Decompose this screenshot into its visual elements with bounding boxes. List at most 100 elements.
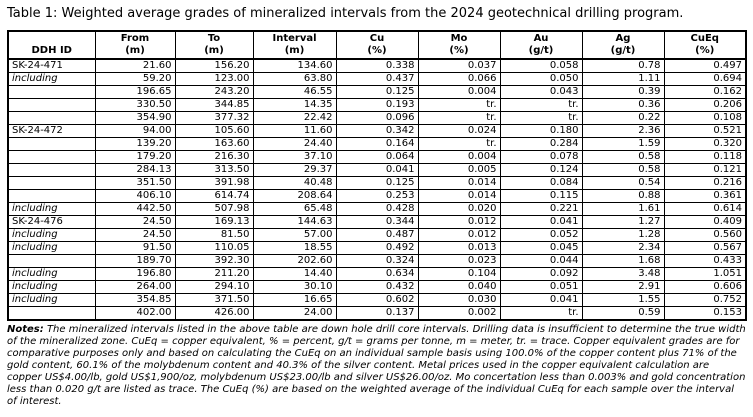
table-row: including 24.50 81.50 57.00 0.487 0.012 0.052 1…	[7, 228, 747, 242]
value-cell: 0.58	[581, 150, 665, 164]
table-row: including 354.85 371.50 16.65 0.602 0.030 0.04…	[7, 293, 747, 307]
value-cell: 169.13	[174, 215, 254, 229]
value-cell: 24.40	[252, 137, 337, 151]
notes-label: Notes:	[7, 324, 44, 335]
value-cell: 442.50	[94, 202, 176, 216]
value-cell: 0.005	[417, 163, 501, 177]
value-cell: 0.037	[417, 58, 501, 73]
value-cell: 344.85	[174, 98, 254, 112]
value-cell: 0.125	[335, 176, 419, 190]
value-cell: 0.206	[663, 98, 747, 112]
value-cell: 0.040	[417, 280, 501, 294]
value-cell: 29.37	[252, 163, 337, 177]
table-row: 196.65 243.20 46.55 0.125 0.004 0.043 0.39 0.16…	[7, 85, 747, 99]
value-cell: 1.59	[581, 137, 665, 151]
value-cell: 123.00	[174, 72, 254, 86]
document-page: Table 1: Weighted average grades of mine…	[7, 6, 747, 408]
value-cell: 0.137	[335, 306, 419, 321]
value-cell: 0.36	[581, 98, 665, 112]
ddh-id-cell: including	[7, 280, 96, 294]
value-cell: 0.153	[663, 306, 747, 321]
ddh-id-cell	[7, 111, 96, 125]
value-cell: 24.00	[252, 306, 337, 321]
value-cell: 507.98	[174, 202, 254, 216]
value-cell: 351.50	[94, 176, 176, 190]
value-cell: 0.024	[417, 124, 501, 138]
value-cell: 24.50	[94, 228, 176, 242]
value-cell: 392.30	[174, 254, 254, 268]
table-row: 354.90 377.32 22.42 0.096 tr. tr. 0.22 0.108	[7, 111, 747, 125]
value-cell: 426.00	[174, 306, 254, 321]
value-cell: 0.216	[663, 176, 747, 190]
value-cell: 0.428	[335, 202, 419, 216]
value-cell: 81.50	[174, 228, 254, 242]
value-cell: tr.	[499, 306, 583, 321]
value-cell: 354.85	[94, 293, 176, 307]
ddh-id-cell: including	[7, 228, 96, 242]
column-header: Cu (%)	[335, 30, 419, 60]
value-cell: 0.487	[335, 228, 419, 242]
table-row: 330.50 344.85 14.35 0.193 tr. tr. 0.36 0.206	[7, 98, 747, 112]
table-row: 179.20 216.30 37.10 0.064 0.004 0.078 0.58 0.11…	[7, 150, 747, 164]
value-cell: 0.521	[663, 124, 747, 138]
ddh-id-cell	[7, 189, 96, 203]
value-cell: 208.64	[252, 189, 337, 203]
value-cell: 0.284	[499, 137, 583, 151]
value-cell: 243.20	[174, 85, 254, 99]
ddh-id-cell: including	[7, 293, 96, 307]
ddh-id-cell	[7, 163, 96, 177]
value-cell: 202.60	[252, 254, 337, 268]
value-cell: 0.023	[417, 254, 501, 268]
value-cell: 371.50	[174, 293, 254, 307]
value-cell: 2.34	[581, 241, 665, 255]
ddh-id-cell: SK-24-472	[7, 124, 96, 138]
value-cell: 330.50	[94, 98, 176, 112]
table-notes: Notes: The mineralized intervals listed …	[7, 324, 746, 408]
value-cell: 0.051	[499, 280, 583, 294]
value-cell: 0.88	[581, 189, 665, 203]
value-cell: 2.91	[581, 280, 665, 294]
value-cell: 2.36	[581, 124, 665, 138]
value-cell: 0.058	[499, 58, 583, 73]
table-row: 284.13 313.50 29.37 0.041 0.005 0.124 0.58 0.12…	[7, 163, 747, 177]
ddh-id-cell: SK-24-471	[7, 58, 96, 73]
value-cell: 105.60	[174, 124, 254, 138]
value-cell: 377.32	[174, 111, 254, 125]
value-cell: 22.42	[252, 111, 337, 125]
value-cell: 0.433	[663, 254, 747, 268]
value-cell: 0.39	[581, 85, 665, 99]
value-cell: 163.60	[174, 137, 254, 151]
value-cell: 0.22	[581, 111, 665, 125]
value-cell: 0.013	[417, 241, 501, 255]
value-cell: 0.221	[499, 202, 583, 216]
value-cell: 0.180	[499, 124, 583, 138]
value-cell: tr.	[499, 111, 583, 125]
value-cell: 46.55	[252, 85, 337, 99]
value-cell: 196.65	[94, 85, 176, 99]
ddh-id-cell	[7, 176, 96, 190]
value-cell: 0.050	[499, 72, 583, 86]
value-cell: 189.70	[94, 254, 176, 268]
column-header: DDH ID	[7, 30, 96, 60]
value-cell: 0.338	[335, 58, 419, 73]
table-row: 406.10 614.74 208.64 0.253 0.014 0.115 0.88 0.3…	[7, 189, 747, 203]
value-cell: 406.10	[94, 189, 176, 203]
column-header: Au (g/t)	[499, 30, 583, 60]
value-cell: 0.58	[581, 163, 665, 177]
value-cell: 18.55	[252, 241, 337, 255]
value-cell: 354.90	[94, 111, 176, 125]
ddh-id-cell: including	[7, 72, 96, 86]
value-cell: 0.078	[499, 150, 583, 164]
value-cell: 0.606	[663, 280, 747, 294]
value-cell: 313.50	[174, 163, 254, 177]
value-cell: 0.052	[499, 228, 583, 242]
column-header: To (m)	[174, 30, 254, 60]
value-cell: 0.004	[417, 150, 501, 164]
value-cell: 0.342	[335, 124, 419, 138]
value-cell: 1.68	[581, 254, 665, 268]
value-cell: 0.014	[417, 176, 501, 190]
value-cell: 0.012	[417, 215, 501, 229]
value-cell: 144.63	[252, 215, 337, 229]
value-cell: 0.014	[417, 189, 501, 203]
value-cell: 294.10	[174, 280, 254, 294]
